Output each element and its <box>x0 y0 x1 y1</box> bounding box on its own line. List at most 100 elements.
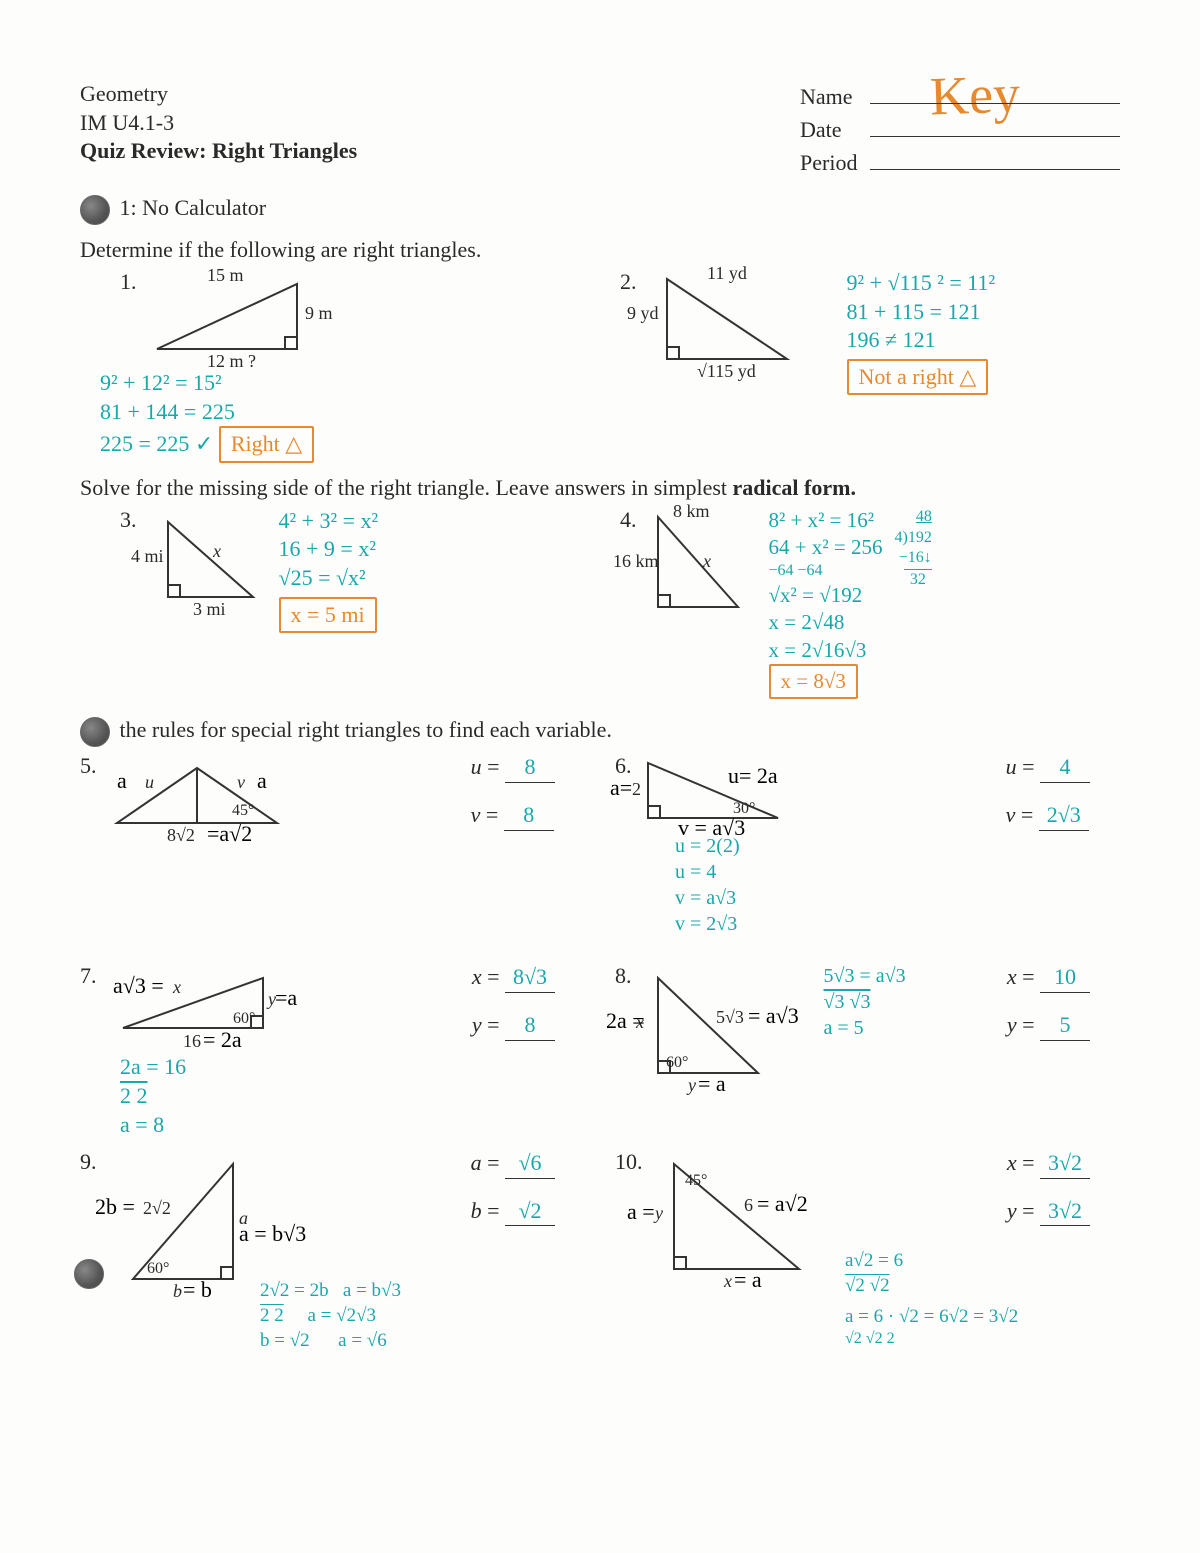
svg-text:4 mi: 4 mi <box>131 546 164 566</box>
svg-text:√115 yd: √115 yd <box>697 361 756 381</box>
svg-text:= a√3: = a√3 <box>748 1003 799 1028</box>
part1-title: 1: No Calculator <box>80 195 1120 225</box>
date-line <box>870 116 1120 137</box>
p4-long-division: 48 4)192 −16↓ 32 <box>894 507 931 700</box>
p8-work: 5√3 = a√3 √3 √3 a = 5 <box>824 963 906 1093</box>
svg-text:= 2a: = 2a <box>203 1027 242 1052</box>
svg-text:x: x <box>723 1271 732 1291</box>
period-label: Period <box>800 146 870 179</box>
special-triangles-grid: 5. u v 45° 8√2 a a =a√2 u = 8 v = 8 6. <box>80 753 1120 1369</box>
svg-text:5√3: 5√3 <box>716 1007 744 1027</box>
svg-text:a=: a= <box>610 775 632 800</box>
triangle-5: u v 45° 8√2 a a =a√2 <box>107 753 297 843</box>
svg-text:6: 6 <box>744 1195 753 1215</box>
triangle-4: 8 km 16 km x <box>643 507 763 627</box>
svg-text:2a =: 2a = <box>606 1008 645 1033</box>
svg-text:9 m: 9 m <box>305 303 333 323</box>
svg-text:a = b√3: a = b√3 <box>239 1221 306 1246</box>
svg-text:= b: = b <box>183 1277 212 1302</box>
problem-6: 6. 2 30° a= u= 2a v = a√3 u = 2(2) u = 4… <box>615 753 1120 953</box>
svg-text:a: a <box>117 768 127 793</box>
problem-5: 5. u v 45° 8√2 a a =a√2 u = 8 v = 8 <box>80 753 585 953</box>
worksheet-page: Key Geometry IM U4.1-3 Quiz Review: Righ… <box>0 0 1200 1553</box>
problem-4: 4. 8 km 16 km x 8² + x² = 16² 64 + x² = … <box>620 507 1120 700</box>
svg-text:a: a <box>257 768 267 793</box>
svg-text:8 km: 8 km <box>673 501 710 521</box>
name-line <box>870 83 1120 104</box>
instruction-3: the rules for special right triangles to… <box>80 717 1120 747</box>
header-left: Geometry IM U4.1-3 Quiz Review: Right Tr… <box>80 80 357 179</box>
problem-2: 2. 11 yd 9 yd √115 yd 9² + √115 ² = 11² … <box>620 269 1120 463</box>
p1-work: 9² + 12² = 15² 81 + 144 = 225 225 = 225 … <box>100 369 580 463</box>
name-label: Name <box>800 80 870 113</box>
problem-8: 8. x 5√3 60° y 2a = = a√3 = a 5√3 = a√3 … <box>615 963 1120 1139</box>
svg-text:2b =: 2b = <box>95 1194 135 1219</box>
svg-text:9 yd: 9 yd <box>627 303 659 323</box>
svg-text:=a√2: =a√2 <box>207 821 252 846</box>
p7-work: 2a = 16 2 2 a = 8 <box>120 1053 585 1139</box>
svg-text:a√3 =: a√3 = <box>113 973 164 998</box>
p6-answers: u = 4 v = 2√3 <box>1006 753 1090 848</box>
p4-work: 8² + x² = 16² 64 + x² = 256 −64 −64 √x² … <box>769 507 883 700</box>
svg-text:45°: 45° <box>685 1172 707 1189</box>
p9-work: 2√2 = 2b a = b√3 2 2 a = √2√3 b = √2 a =… <box>260 1279 401 1353</box>
problem-1: 1. 15 m 9 m 12 m ? 9² + 12² = 15² 81 + 1… <box>80 269 580 463</box>
svg-text:y: y <box>686 1075 696 1095</box>
svg-text:3 mi: 3 mi <box>193 599 226 619</box>
svg-text:=a: =a <box>275 985 297 1010</box>
svg-text:v: v <box>237 772 245 792</box>
instruction-1: Determine if the following are right tri… <box>80 237 1120 263</box>
svg-text:8√2: 8√2 <box>167 825 195 845</box>
header: Geometry IM U4.1-3 Quiz Review: Right Tr… <box>80 80 1120 179</box>
triangle-6: 2 30° a= u= 2a v = a√3 <box>638 753 798 833</box>
triangle-9: 2√2 a 60° b 2b = a = b√3 = b <box>103 1149 283 1299</box>
svg-text:60°: 60° <box>233 1010 255 1027</box>
triangle-8: x 5√3 60° y 2a = = a√3 = a <box>638 963 808 1093</box>
triangle-10: 45° 6 y x = a√2 a = = a <box>649 1149 839 1289</box>
svg-text:60°: 60° <box>147 1260 169 1277</box>
date-label: Date <box>800 113 870 146</box>
p10-work: a√2 = 6 √2 √2 a = 6 · √2 = 6√2 = 3√2 √2 … <box>845 1249 1018 1350</box>
p6-work: u = 2(2) u = 4 v = a√3 v = 2√3 <box>675 833 1120 937</box>
svg-text:16: 16 <box>183 1031 201 1051</box>
problem-7: 7. x y 60° 16 a√3 = =a = 2a 2a = 16 2 2 … <box>80 963 585 1139</box>
problem-3: 3. 4 mi 3 mi x 4² + 3² = x² 16 + 9 = x² … <box>80 507 580 700</box>
p9-answers: a = √6 b = √2 <box>471 1149 555 1244</box>
svg-text:2√2: 2√2 <box>143 1198 171 1218</box>
svg-text:45°: 45° <box>232 802 254 819</box>
p8-answers: x = 10 y = 5 <box>1007 963 1090 1058</box>
triangle-2: 11 yd 9 yd √115 yd <box>647 269 807 379</box>
row-p3-p4: 3. 4 mi 3 mi x 4² + 3² = x² 16 + 9 = x² … <box>80 507 1120 700</box>
p7-answers: x = 8√3 y = 8 <box>472 963 555 1058</box>
svg-text:u: u <box>145 772 154 792</box>
bullet-icon <box>80 195 110 225</box>
svg-text:12 m ?: 12 m ? <box>207 351 256 371</box>
p5-answers: u = 8 v = 8 <box>471 753 555 848</box>
svg-text:x: x <box>172 977 181 997</box>
unit: IM U4.1-3 <box>80 109 357 138</box>
triangle-3: 4 mi 3 mi x <box>143 507 273 617</box>
bullet-icon <box>80 717 110 747</box>
triangle-1: 15 m 9 m 12 m ? <box>147 269 317 369</box>
course: Geometry <box>80 80 357 109</box>
svg-text:u= 2a: u= 2a <box>728 763 778 788</box>
svg-text:11 yd: 11 yd <box>707 263 747 283</box>
svg-text:15 m: 15 m <box>207 265 244 285</box>
bullet-icon <box>74 1259 104 1289</box>
problem-9: 9. 2√2 a 60° b 2b = a = b√3 = b 2√2 = 2b… <box>80 1149 585 1369</box>
worksheet-title: Quiz Review: Right Triangles <box>80 137 357 166</box>
svg-text:2: 2 <box>632 779 641 799</box>
period-line <box>870 149 1120 170</box>
svg-text:60°: 60° <box>666 1054 688 1071</box>
p2-work: 9² + √115 ² = 11² 81 + 115 = 121 196 ≠ 1… <box>847 269 996 395</box>
svg-text:= a√2: = a√2 <box>757 1191 808 1216</box>
header-right: Name Date Period <box>800 80 1120 179</box>
svg-text:= a: = a <box>734 1267 762 1292</box>
problem-10: 10. 45° 6 y x = a√2 a = = a a√2 = 6 √2 √… <box>615 1149 1120 1369</box>
svg-text:16 km: 16 km <box>613 551 659 571</box>
svg-text:= a: = a <box>698 1071 726 1096</box>
svg-text:x: x <box>702 551 711 571</box>
svg-text:b: b <box>173 1281 182 1301</box>
svg-text:x: x <box>212 541 221 561</box>
svg-text:a =: a = <box>627 1199 655 1224</box>
